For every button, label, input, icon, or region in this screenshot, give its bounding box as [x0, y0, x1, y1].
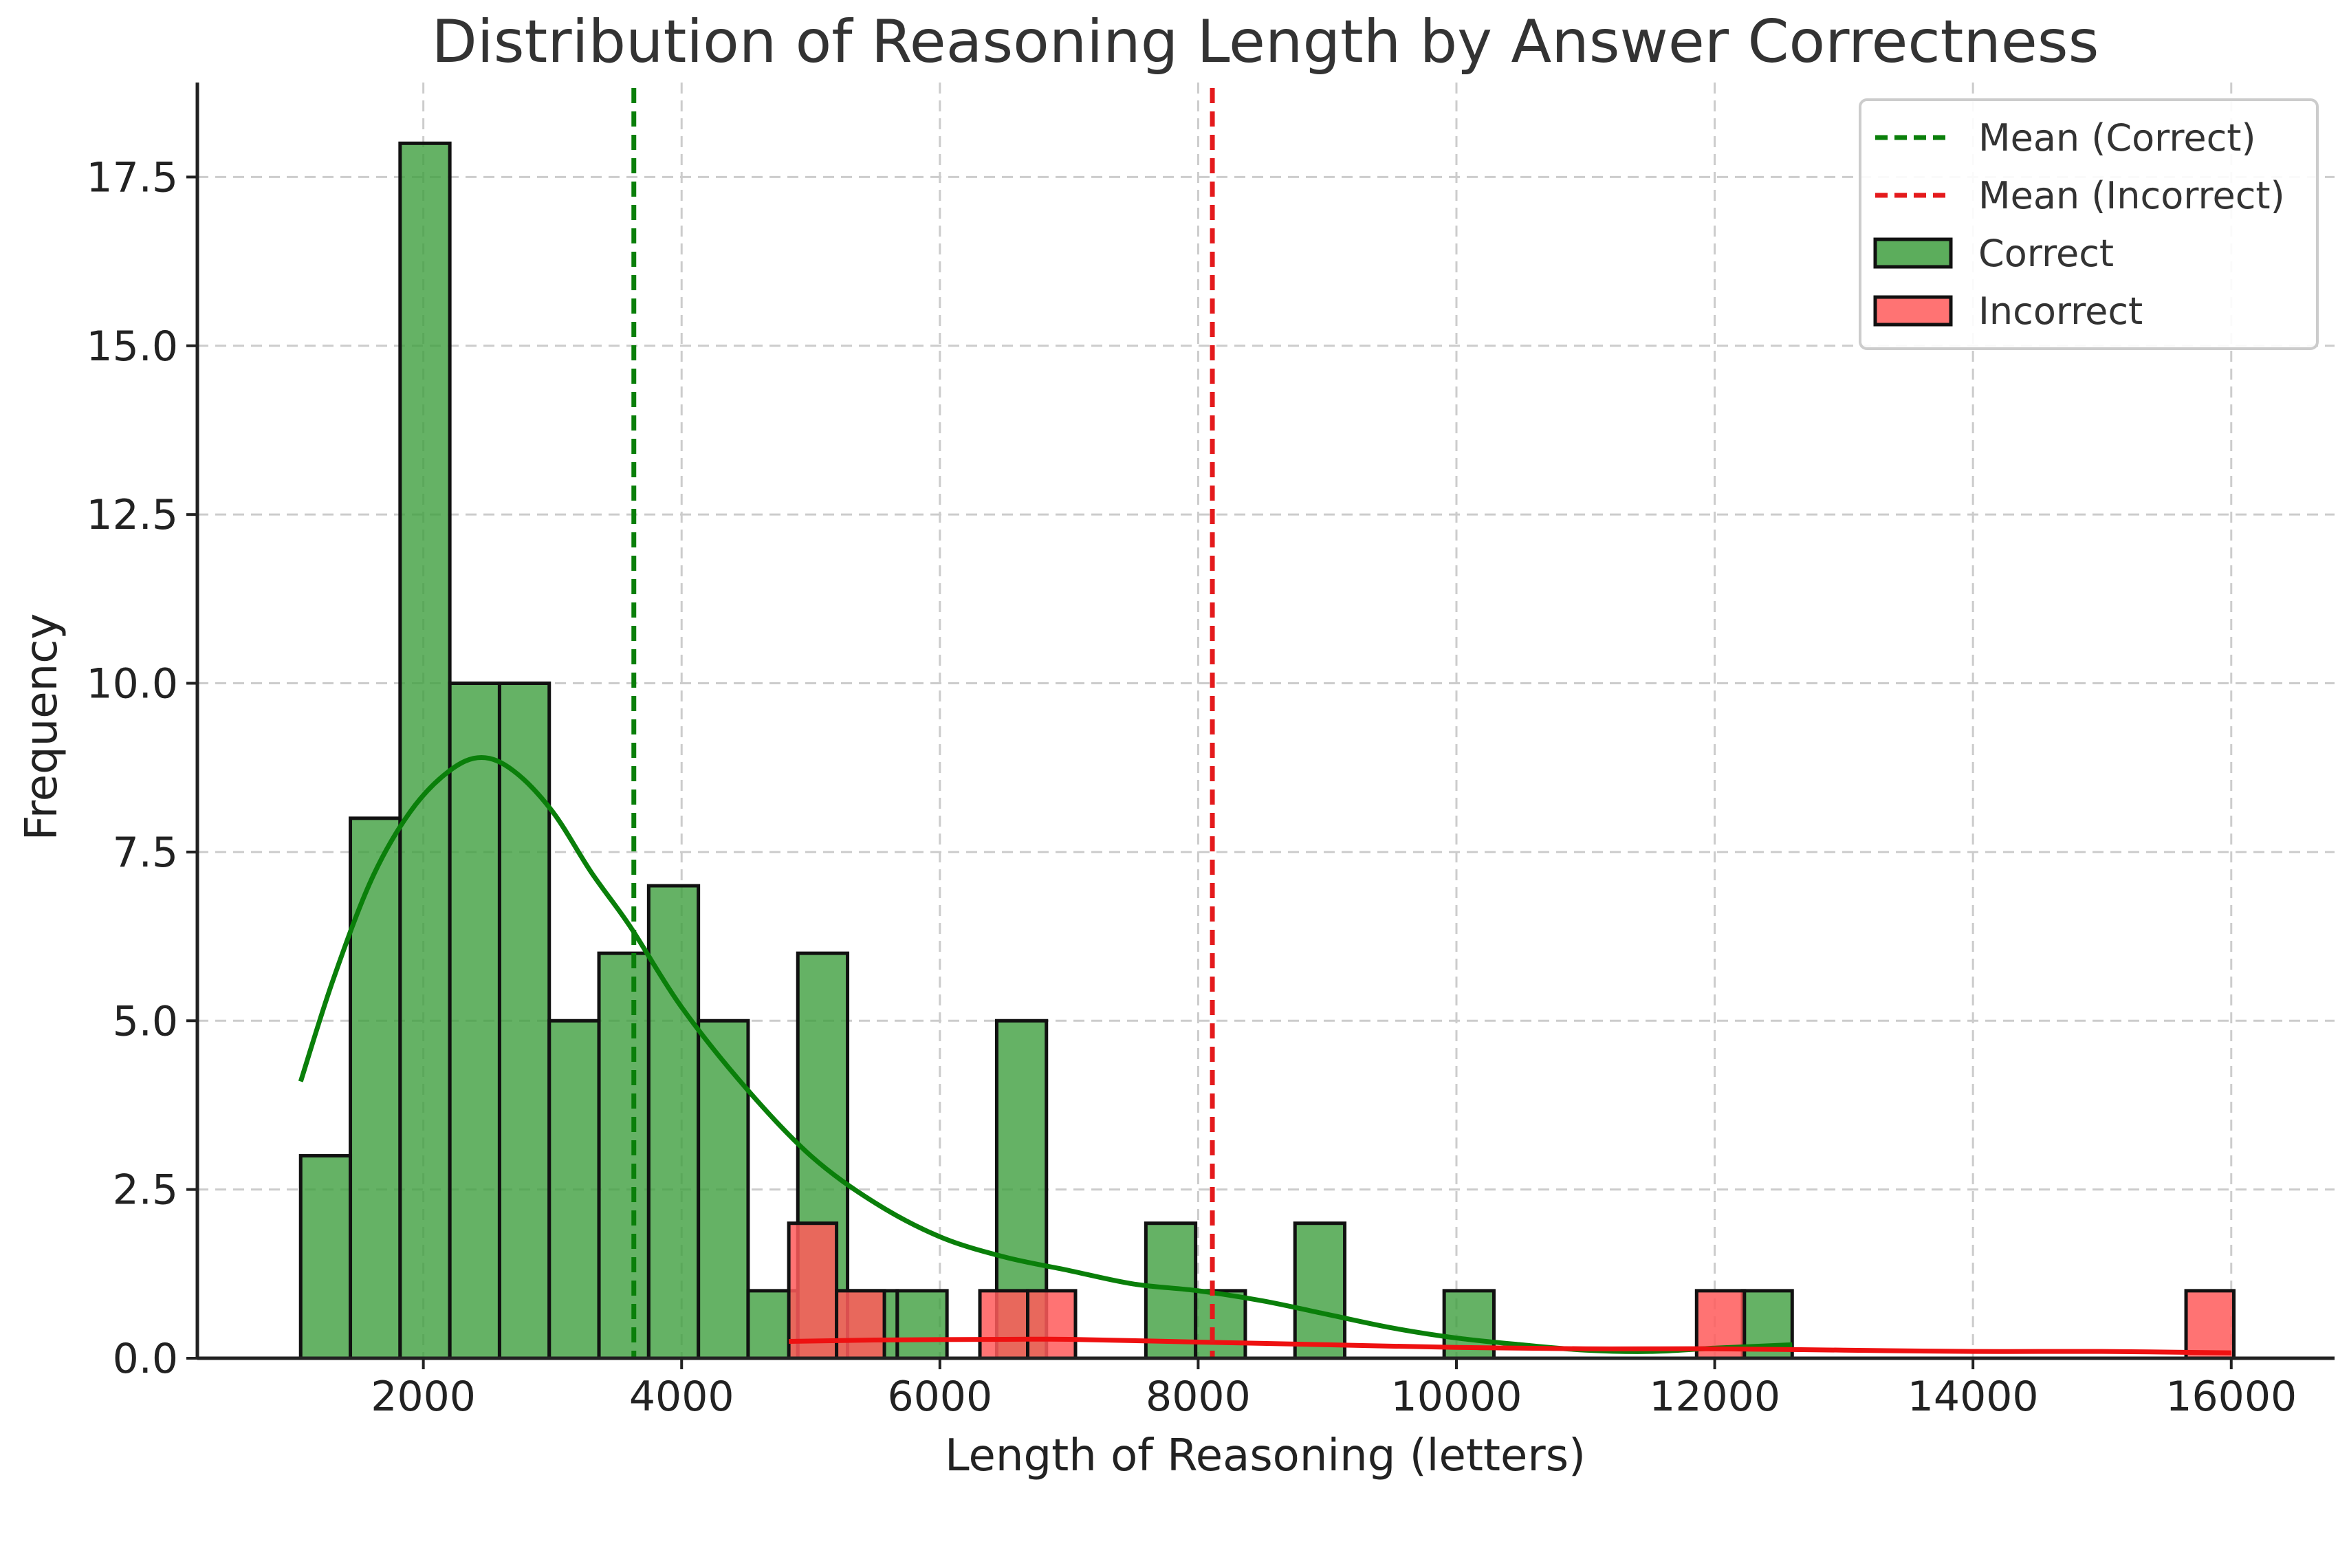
bar-correct-2: [398, 141, 452, 1360]
bar-incorrect-2: [978, 1289, 1030, 1360]
x-tick-label-4: 10000: [1391, 1373, 1522, 1421]
bar-correct-15: [1194, 1289, 1247, 1360]
kde-curve-correct: [298, 754, 1793, 1354]
bar-correct-4: [497, 682, 551, 1360]
x-tick-label-7: 16000: [2165, 1373, 2297, 1421]
ticks-layer: 2000 4000 6000 8000 10000 12000 14000 16000 0.0 2…: [86, 153, 2297, 1421]
legend-label-0: Mean (Correct): [1978, 116, 2256, 160]
bar-incorrect-5: [2184, 1289, 2236, 1360]
mean-lines-layer: [631, 88, 1215, 1358]
y-tick-label-1: 2.5: [113, 1166, 178, 1215]
bar-correct-12: [895, 1289, 949, 1360]
legend-label-2: Correct: [1978, 232, 2114, 275]
bar-correct-5: [547, 1019, 601, 1360]
y-tick-label-2: 5.0: [113, 997, 178, 1045]
bar-incorrect-3: [1026, 1289, 1078, 1360]
y-tick-label-6: 15.0: [86, 323, 178, 371]
x-axis-label: Length of Reasoning (letters): [945, 1430, 1586, 1481]
y-axis-label: Frequency: [17, 613, 67, 841]
y-tick-label-7: 17.5: [86, 153, 178, 202]
x-tick-label-6: 14000: [1908, 1373, 2039, 1421]
axes-layer: [195, 83, 2335, 1360]
y-tick-label-5: 12.5: [86, 491, 178, 539]
x-tick-label-0: 2000: [371, 1373, 476, 1421]
bar-correct-8: [697, 1019, 750, 1360]
bar-correct-16: [1293, 1221, 1347, 1360]
bar-correct-6: [597, 951, 651, 1360]
legend-swatch-3: [1873, 295, 1953, 327]
legend-swatch-2: [1873, 237, 1953, 269]
kde-curve-incorrect: [789, 1336, 2231, 1355]
legend-label-1: Mean (Incorrect): [1978, 174, 2285, 217]
bar-incorrect-0: [787, 1221, 839, 1360]
legend-label-3: Incorrect: [1978, 290, 2143, 333]
x-tick-label-5: 12000: [1649, 1373, 1780, 1421]
x-tick-label-1: 4000: [629, 1373, 734, 1421]
legend-box: [1859, 98, 2319, 350]
chart-title: Distribution of Reasoning Length by Answ…: [432, 8, 2099, 76]
x-tick-label-3: 8000: [1146, 1373, 1251, 1421]
legend: Mean (Correct) Mean (Incorrect) Correct Inc…: [1859, 98, 2319, 350]
kde-layer: [298, 754, 2231, 1355]
y-tick-label-3: 7.5: [113, 829, 178, 877]
bar-incorrect-1: [835, 1289, 886, 1360]
bar-correct-1: [349, 816, 402, 1360]
bar-correct-3: [448, 682, 501, 1360]
y-tick-label-4: 10.0: [86, 660, 178, 708]
y-tick-label-0: 0.0: [113, 1335, 178, 1383]
x-tick-label-2: 6000: [887, 1373, 992, 1421]
bar-correct-7: [646, 884, 701, 1360]
bar-correct-0: [298, 1154, 353, 1360]
